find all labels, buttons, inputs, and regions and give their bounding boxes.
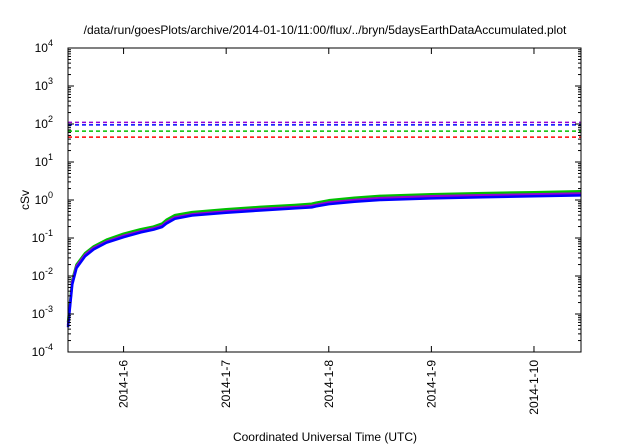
y-tick-label-exp: -2 [45,266,53,276]
y-tick-label-base: 10 [35,79,49,93]
series-layer [66,189,582,328]
y-tick-label-base: 10 [35,193,49,207]
x-tick-label: 2014-1-8 [322,360,336,408]
y-tick-label-base: 10 [32,231,46,245]
x-tick-label: 2014-1-7 [219,360,233,408]
y-tick-label-base: 10 [35,41,49,55]
y-tick-label: 10-4 [32,342,53,359]
y-tick-label-base: 10 [32,269,46,283]
y-tick-label: 101 [35,152,53,169]
x-axis-ticks: 2014-1-6 2014-1-7 2014-1-8 2014-1-9 2014-1-1… [117,48,541,415]
series-line-1 [66,192,582,326]
y-axis-label: cSv [18,190,32,210]
chart-title: /data/run/goesPlots/archive/2014-01-10/1… [84,23,567,37]
y-tick-label-exp: 4 [48,38,53,48]
x-tick-label: 2014-1-9 [424,360,438,408]
x-tick-label: 2014-1-6 [117,360,131,408]
x-axis-label: Coordinated Universal Time (UTC) [233,430,417,444]
y-tick-label-base: 10 [32,345,46,359]
reference-lines [68,121,581,138]
y-tick-label-exp: 2 [48,114,53,124]
y-tick-label-base: 10 [35,155,49,169]
y-tick-label: 104 [35,38,53,55]
y-tick-label: 10-1 [32,228,53,245]
y-tick-label-exp: 1 [48,152,53,162]
y-tick-label-exp: -1 [45,228,53,238]
y-tick-label: 100 [35,190,53,207]
y-tick-label: 103 [35,76,53,93]
y-tick-label-exp: -3 [45,304,53,314]
y-tick-label-exp: -4 [45,342,53,352]
series-line-2 [66,194,582,328]
y-tick-label: 10-3 [32,304,53,321]
y-tick-label: 102 [35,114,53,131]
x-tick-label: 2014-1-10 [527,360,541,415]
y-tick-label: 10-2 [32,266,53,283]
y-tick-label-base: 10 [35,117,49,131]
y-tick-label-base: 10 [32,307,46,321]
y-tick-label-exp: 0 [48,190,53,200]
plot-frame [67,47,582,353]
y-tick-label-exp: 3 [48,76,53,86]
series-line-0 [66,189,582,323]
